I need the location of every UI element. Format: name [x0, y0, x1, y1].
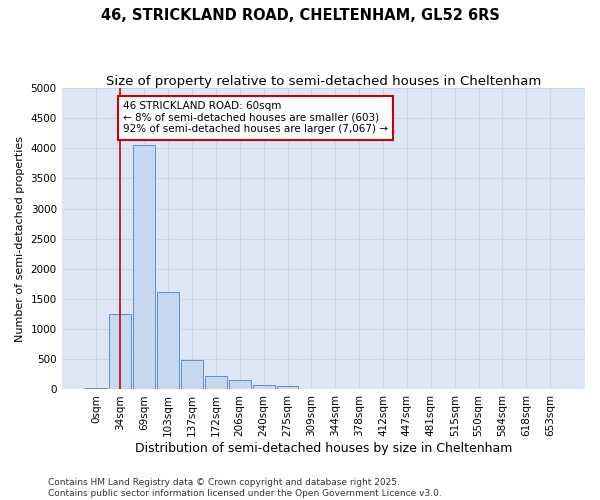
Bar [157, 292, 179, 390]
Text: Contains HM Land Registry data © Crown copyright and database right 2025.
Contai: Contains HM Land Registry data © Crown c… [48, 478, 442, 498]
Bar [229, 380, 251, 390]
Bar [277, 386, 298, 390]
Text: 46, STRICKLAND ROAD, CHELTENHAM, GL52 6RS: 46, STRICKLAND ROAD, CHELTENHAM, GL52 6R… [101, 8, 499, 22]
Y-axis label: Number of semi-detached properties: Number of semi-detached properties [15, 136, 25, 342]
Bar [181, 360, 203, 390]
Bar [133, 146, 155, 390]
Bar [109, 314, 131, 390]
Title: Size of property relative to semi-detached houses in Cheltenham: Size of property relative to semi-detach… [106, 75, 541, 88]
Bar [85, 388, 107, 390]
Bar [253, 384, 275, 390]
X-axis label: Distribution of semi-detached houses by size in Cheltenham: Distribution of semi-detached houses by … [134, 442, 512, 455]
Text: 46 STRICKLAND ROAD: 60sqm
← 8% of semi-detached houses are smaller (603)
92% of : 46 STRICKLAND ROAD: 60sqm ← 8% of semi-d… [123, 102, 388, 134]
Bar [205, 376, 227, 390]
